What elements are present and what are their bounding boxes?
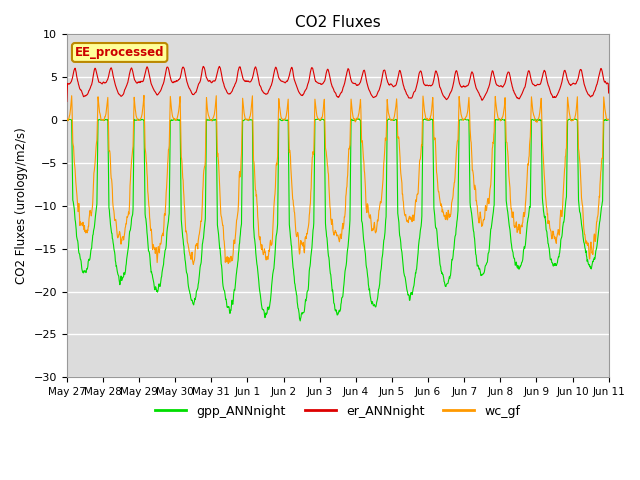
Legend: gpp_ANNnight, er_ANNnight, wc_gf: gpp_ANNnight, er_ANNnight, wc_gf — [150, 400, 525, 423]
Y-axis label: CO2 Fluxes (urology/m2/s): CO2 Fluxes (urology/m2/s) — [15, 127, 28, 284]
Text: EE_processed: EE_processed — [75, 46, 164, 59]
Title: CO2 Fluxes: CO2 Fluxes — [295, 15, 381, 30]
